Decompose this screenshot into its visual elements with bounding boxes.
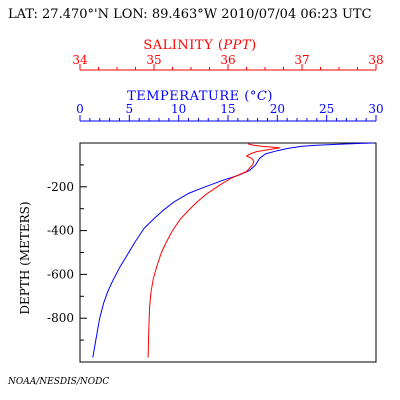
salinity-axis: 34 35 36 37 38 bbox=[72, 53, 384, 71]
temperature-tick-label: 20 bbox=[270, 102, 285, 116]
temperature-title-prefix: TEMPERATURE ( bbox=[127, 89, 250, 104]
depth-tick-label: -200 bbox=[47, 180, 74, 194]
plot-frame bbox=[79, 142, 377, 363]
temperature-tick-label: 0 bbox=[76, 102, 84, 116]
salinity-tick-label: 38 bbox=[368, 53, 383, 67]
salinity-tick-label: 34 bbox=[72, 53, 88, 67]
temperature-tick-label: 30 bbox=[368, 102, 383, 116]
temperature-title-unit: °C bbox=[249, 89, 268, 104]
temperature-title-suffix: ) bbox=[267, 89, 273, 104]
temperature-tick-label: 5 bbox=[126, 102, 134, 116]
depth-tick-label: -600 bbox=[47, 267, 74, 281]
temperature-tick-label: 25 bbox=[319, 102, 334, 116]
salinity-title-unit: PPT bbox=[223, 38, 252, 53]
salinity-title-suffix: ) bbox=[251, 38, 257, 53]
temperature-profile-line bbox=[92, 142, 374, 358]
salinity-axis-title: SALINITY (PPT) bbox=[0, 38, 400, 53]
series-layer bbox=[92, 142, 374, 358]
station-header: LAT: 27.470°'N LON: 89.463°W 2010/07/04 … bbox=[8, 7, 372, 22]
salinity-tick-label: 37 bbox=[294, 53, 309, 67]
temperature-tick-label: 10 bbox=[171, 102, 186, 116]
salinity-profile-line bbox=[147, 142, 281, 358]
salinity-tick-label: 36 bbox=[220, 53, 235, 67]
credit-text: NOAA/NESDIS/NODC bbox=[8, 377, 110, 387]
temperature-axis: 0 5 10 15 20 25 30 bbox=[76, 102, 384, 122]
depth-axis: -200 -400 -600 -800 bbox=[47, 164, 87, 341]
temperature-tick-label: 15 bbox=[220, 102, 235, 116]
temperature-axis-title: TEMPERATURE (°C) bbox=[0, 89, 400, 104]
salinity-title-prefix: SALINITY ( bbox=[143, 38, 224, 53]
depth-tick-label: -400 bbox=[47, 224, 74, 238]
depth-tick-label: -800 bbox=[47, 311, 74, 325]
depth-axis-title: DEPTH (METERS) bbox=[18, 201, 32, 314]
salinity-tick-label: 35 bbox=[146, 53, 161, 67]
